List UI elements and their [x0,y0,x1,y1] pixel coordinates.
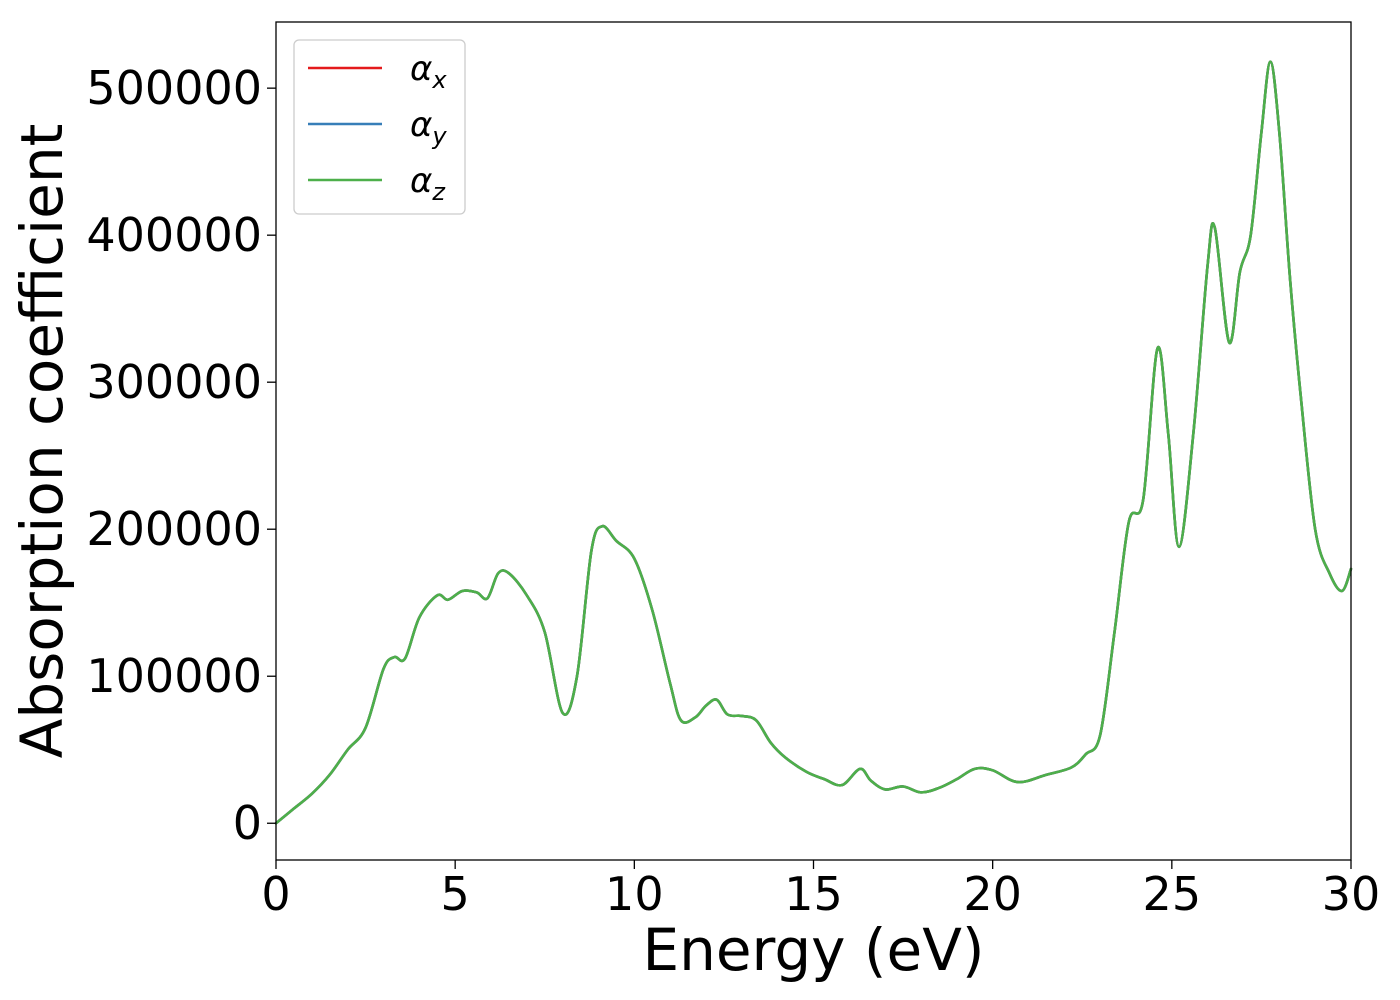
y-tick-label: 300000 [86,355,262,409]
x-tick-label: 25 [1143,867,1202,921]
y-axis: 0 100000 200000 300000 400000 500000 [86,61,276,850]
legend-frame [293,39,466,215]
x-tick-label: 30 [1322,867,1381,921]
x-axis: 0 5 10 15 20 25 30 [261,860,1380,921]
y-tick-label: 500000 [86,61,262,115]
series-line-alpha-z [274,60,1353,825]
x-tick-label: 15 [784,867,843,921]
y-tick-label: 100000 [86,649,262,703]
x-tick-label: 20 [963,867,1022,921]
y-tick-label: 200000 [86,502,262,556]
x-tick-label: 0 [261,867,290,921]
x-axis-label: Energy (eV) [642,916,984,984]
y-tick-label: 0 [233,796,262,850]
series-layer [274,60,1353,825]
y-axis-label: Absorption coefficient [8,124,76,759]
x-tick-label: 10 [605,867,664,921]
x-tick-label: 5 [441,867,470,921]
y-tick-label: 400000 [86,208,262,262]
